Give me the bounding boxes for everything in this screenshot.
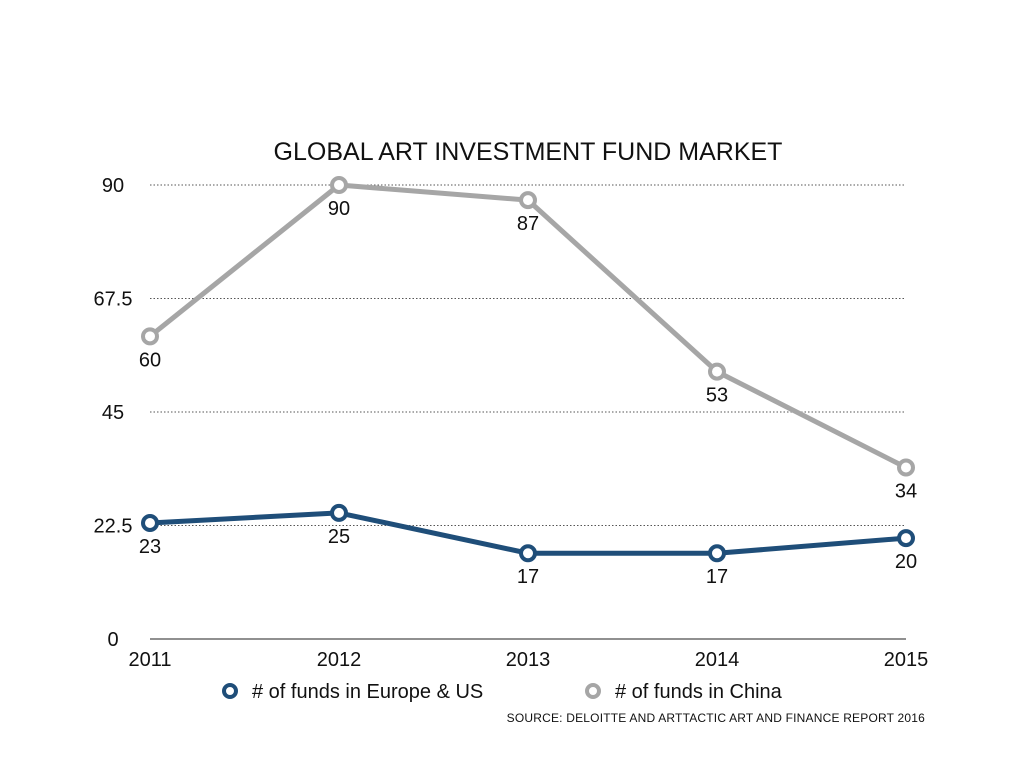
data-point <box>708 544 726 563</box>
data-label: 17 <box>517 566 539 588</box>
data-point <box>330 503 348 522</box>
legend-marker <box>585 683 601 699</box>
series-group <box>141 176 915 563</box>
data-point <box>519 544 537 563</box>
data-point <box>708 362 726 381</box>
y-tick-label: 22.5 <box>94 516 133 538</box>
legend-marker <box>222 683 238 699</box>
x-tick-label: 2012 <box>317 649 362 671</box>
y-tick-label: 90 <box>102 175 124 197</box>
x-tick-label: 2014 <box>695 649 740 671</box>
x-tick-label: 2013 <box>506 649 551 671</box>
data-labels: 23 25 17 17 20 60 90 87 53 34 <box>139 198 917 588</box>
data-point <box>897 458 915 477</box>
y-tick-label: 67.5 <box>94 289 133 311</box>
data-point <box>519 191 537 210</box>
data-label: 25 <box>328 526 350 548</box>
data-label: 90 <box>328 198 350 220</box>
data-point <box>141 327 159 346</box>
legend-label: # of funds in Europe & US <box>252 681 483 703</box>
x-tick-label: 2015 <box>884 649 929 671</box>
data-label: 20 <box>895 551 917 573</box>
data-point <box>141 513 159 532</box>
data-point <box>330 176 348 194</box>
x-tick-label: 2011 <box>128 649 171 671</box>
data-label: 34 <box>895 480 917 502</box>
source-note: SOURCE: DELOITTE AND ARTTACTIC ART AND F… <box>507 711 925 725</box>
data-label: 17 <box>706 566 728 588</box>
x-axis-ticks: 2011 2012 2013 2014 2015 <box>128 649 928 671</box>
data-point <box>897 529 915 548</box>
y-tick-label: 0 <box>107 629 118 651</box>
y-axis-ticks: 0 22.5 45 67.5 90 <box>94 175 133 651</box>
data-label: 23 <box>139 536 161 558</box>
data-label: 53 <box>706 385 728 407</box>
data-label: 87 <box>517 213 539 235</box>
chart-title: GLOBAL ART INVESTMENT FUND MARKET <box>274 138 783 166</box>
gridlines <box>150 184 906 640</box>
y-tick-label: 45 <box>102 402 124 424</box>
legend: # of funds in Europe & US # of funds in C… <box>222 681 783 703</box>
data-label: 60 <box>139 349 161 371</box>
legend-label: # of funds in China <box>615 681 783 703</box>
